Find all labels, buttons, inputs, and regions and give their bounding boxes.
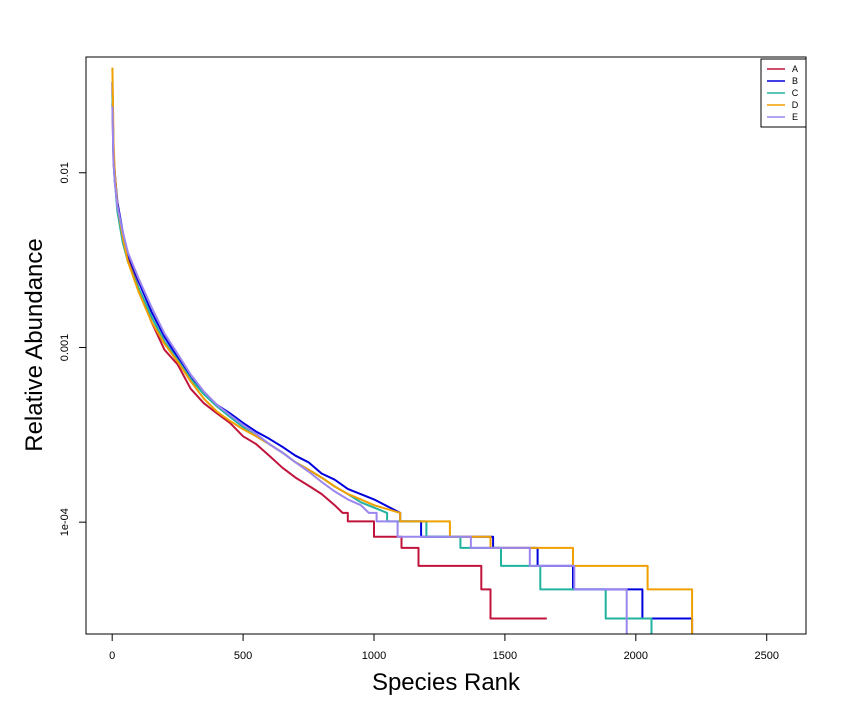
y-tick-label: 1e-04	[59, 508, 71, 536]
y-tick-label: 0.001	[59, 334, 71, 362]
legend-label-b: B	[792, 76, 798, 86]
x-tick-label: 0	[109, 650, 115, 662]
y-axis-title: Relative Abundance	[21, 238, 48, 452]
x-tick-label: 2000	[624, 650, 648, 662]
y-axis: 0.01 0.001 1e-04	[59, 162, 87, 536]
series-line-e	[111, 106, 628, 634]
y-tick-label: 0.01	[59, 162, 71, 183]
x-tick-label: 2500	[754, 650, 778, 662]
series-layer	[111, 67, 694, 634]
x-axis: 0 500 1000 1500 2000 2500	[109, 633, 779, 662]
legend-label-a: A	[792, 64, 798, 74]
legend-label-d: D	[792, 100, 799, 110]
x-axis-title: Species Rank	[372, 669, 521, 696]
x-tick-label: 500	[234, 650, 252, 662]
x-tick-label: 1500	[493, 650, 517, 662]
legend-label-c: C	[792, 88, 799, 98]
legend-label-e: E	[792, 112, 798, 122]
x-tick-label: 1000	[362, 650, 386, 662]
